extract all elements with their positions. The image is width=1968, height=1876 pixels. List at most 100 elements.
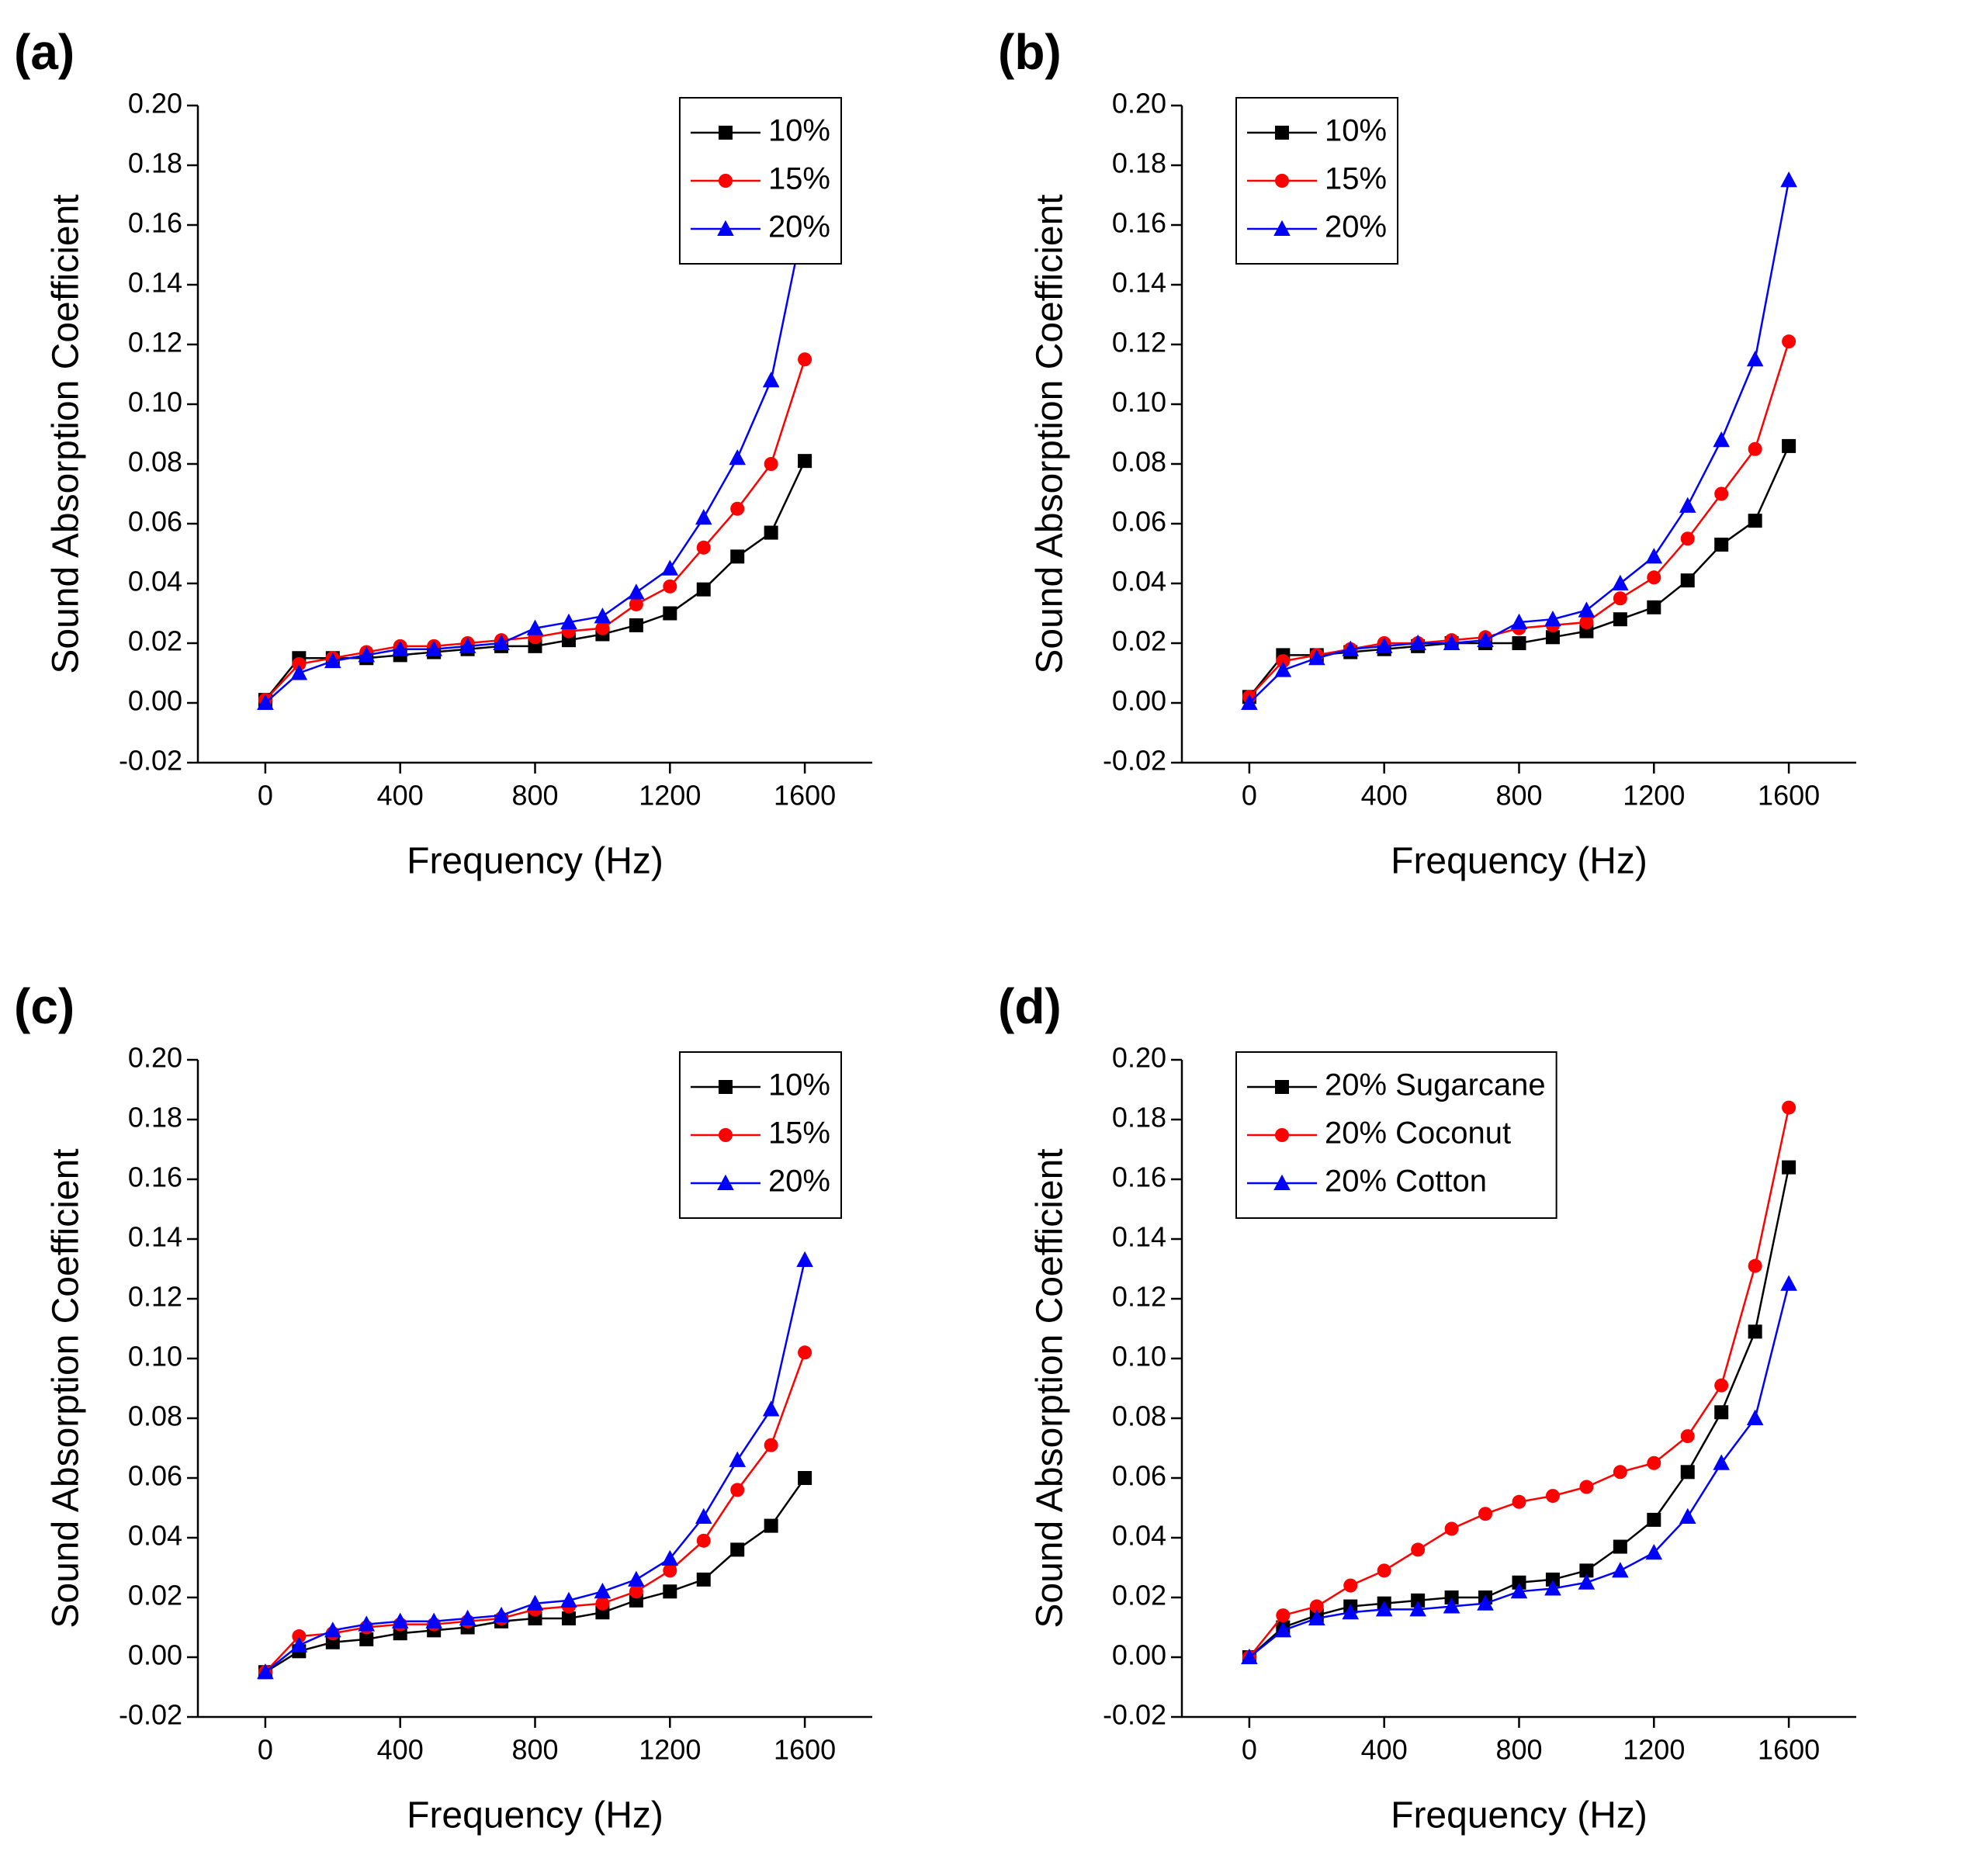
marker bbox=[1713, 1454, 1730, 1470]
marker bbox=[1714, 1378, 1729, 1393]
marker bbox=[1512, 1575, 1526, 1590]
marker bbox=[663, 1563, 677, 1578]
marker bbox=[358, 1615, 376, 1632]
marker bbox=[257, 1663, 274, 1680]
y-tick-label: 0.12 bbox=[1112, 1281, 1166, 1313]
marker bbox=[1477, 631, 1494, 648]
x-tick-label: 800 bbox=[1495, 780, 1542, 812]
marker bbox=[561, 1611, 576, 1625]
y-tick-label: 0.08 bbox=[128, 1400, 182, 1432]
marker bbox=[1613, 591, 1627, 606]
marker bbox=[663, 606, 677, 621]
x-axis-label: Frequency (Hz) bbox=[407, 1795, 664, 1836]
marker bbox=[629, 1584, 643, 1599]
marker bbox=[1782, 1160, 1796, 1175]
marker bbox=[526, 1594, 544, 1611]
y-tick-label: 0.14 bbox=[1112, 1221, 1166, 1253]
y-tick-label: 0.14 bbox=[128, 267, 182, 299]
y-tick-label: 0.10 bbox=[1112, 1341, 1166, 1372]
legend-label: 10% bbox=[768, 114, 830, 148]
x-tick-label: 400 bbox=[1361, 780, 1408, 812]
marker bbox=[1411, 1593, 1426, 1608]
marker bbox=[718, 126, 733, 140]
marker bbox=[1680, 1465, 1695, 1480]
y-tick-label: 0.02 bbox=[1112, 1580, 1166, 1611]
marker bbox=[1780, 171, 1797, 188]
y-tick-label: 0.02 bbox=[128, 1580, 182, 1611]
marker bbox=[1545, 1489, 1560, 1504]
y-tick-label: 0.06 bbox=[128, 1460, 182, 1492]
legend-label: 10% bbox=[768, 1068, 830, 1102]
y-tick-label: 0.14 bbox=[128, 1221, 182, 1253]
marker bbox=[1714, 486, 1729, 501]
x-tick-label: 1600 bbox=[774, 780, 836, 812]
y-tick-label: 0.04 bbox=[128, 1520, 182, 1552]
legend-label: 20% bbox=[1325, 210, 1387, 244]
y-tick-label: 0.08 bbox=[1112, 446, 1166, 478]
x-tick-label: 1600 bbox=[1758, 1734, 1820, 1766]
marker bbox=[526, 619, 544, 635]
marker bbox=[1545, 1572, 1560, 1587]
marker bbox=[1544, 1580, 1561, 1596]
marker bbox=[730, 501, 745, 516]
marker bbox=[1241, 1648, 1258, 1664]
marker bbox=[718, 1128, 733, 1142]
marker bbox=[663, 1584, 677, 1599]
marker bbox=[595, 621, 610, 635]
x-tick-label: 400 bbox=[1361, 1734, 1408, 1766]
y-tick-label: -0.02 bbox=[119, 745, 182, 777]
marker bbox=[729, 449, 746, 466]
y-tick-label: 0.06 bbox=[1112, 1460, 1166, 1492]
marker bbox=[1275, 126, 1289, 140]
marker bbox=[594, 1583, 612, 1599]
y-tick-label: 0.04 bbox=[128, 566, 182, 597]
legend-label: 20% bbox=[768, 210, 830, 244]
marker bbox=[1275, 174, 1289, 188]
y-tick-label: -0.02 bbox=[1103, 745, 1166, 777]
x-tick-label: 800 bbox=[511, 1734, 558, 1766]
series-line bbox=[265, 1477, 806, 1674]
marker bbox=[391, 1612, 409, 1629]
marker bbox=[661, 559, 679, 576]
legend-label: 15% bbox=[768, 1116, 830, 1151]
x-tick-label: 0 bbox=[1242, 1734, 1257, 1766]
marker bbox=[1274, 661, 1292, 677]
x-tick-label: 800 bbox=[511, 780, 558, 812]
marker bbox=[493, 1606, 510, 1623]
marker bbox=[730, 549, 745, 564]
series-line bbox=[1249, 1283, 1790, 1658]
marker bbox=[1275, 1080, 1289, 1094]
series-line bbox=[264, 460, 806, 701]
y-tick-label: 0.08 bbox=[128, 446, 182, 478]
marker bbox=[729, 1451, 746, 1467]
x-tick-label: 400 bbox=[377, 780, 424, 812]
y-tick-label: 0.14 bbox=[1112, 267, 1166, 299]
marker bbox=[257, 694, 274, 710]
marker bbox=[1647, 600, 1661, 614]
marker bbox=[1613, 1465, 1627, 1480]
marker bbox=[661, 1549, 679, 1566]
marker bbox=[1647, 1512, 1661, 1527]
marker bbox=[798, 454, 812, 469]
marker bbox=[1308, 649, 1325, 666]
marker bbox=[1409, 1601, 1426, 1617]
marker bbox=[1746, 1409, 1764, 1425]
marker bbox=[1613, 1539, 1627, 1554]
marker bbox=[1443, 634, 1460, 650]
marker bbox=[1375, 637, 1393, 653]
marker bbox=[1578, 1573, 1596, 1590]
y-axis-label: Sound Absorption Coefficient bbox=[46, 194, 87, 673]
marker bbox=[717, 1174, 734, 1190]
marker bbox=[425, 640, 442, 656]
marker bbox=[1680, 531, 1695, 546]
marker bbox=[1748, 514, 1762, 528]
y-tick-label: 0.16 bbox=[128, 1161, 182, 1193]
marker bbox=[391, 640, 409, 656]
marker bbox=[1342, 1604, 1360, 1620]
x-tick-label: 1200 bbox=[1623, 780, 1685, 812]
marker bbox=[1748, 1258, 1762, 1273]
y-tick-label: 0.06 bbox=[128, 506, 182, 538]
marker bbox=[764, 525, 778, 540]
marker bbox=[718, 174, 733, 188]
y-tick-label: 0.10 bbox=[1112, 386, 1166, 418]
